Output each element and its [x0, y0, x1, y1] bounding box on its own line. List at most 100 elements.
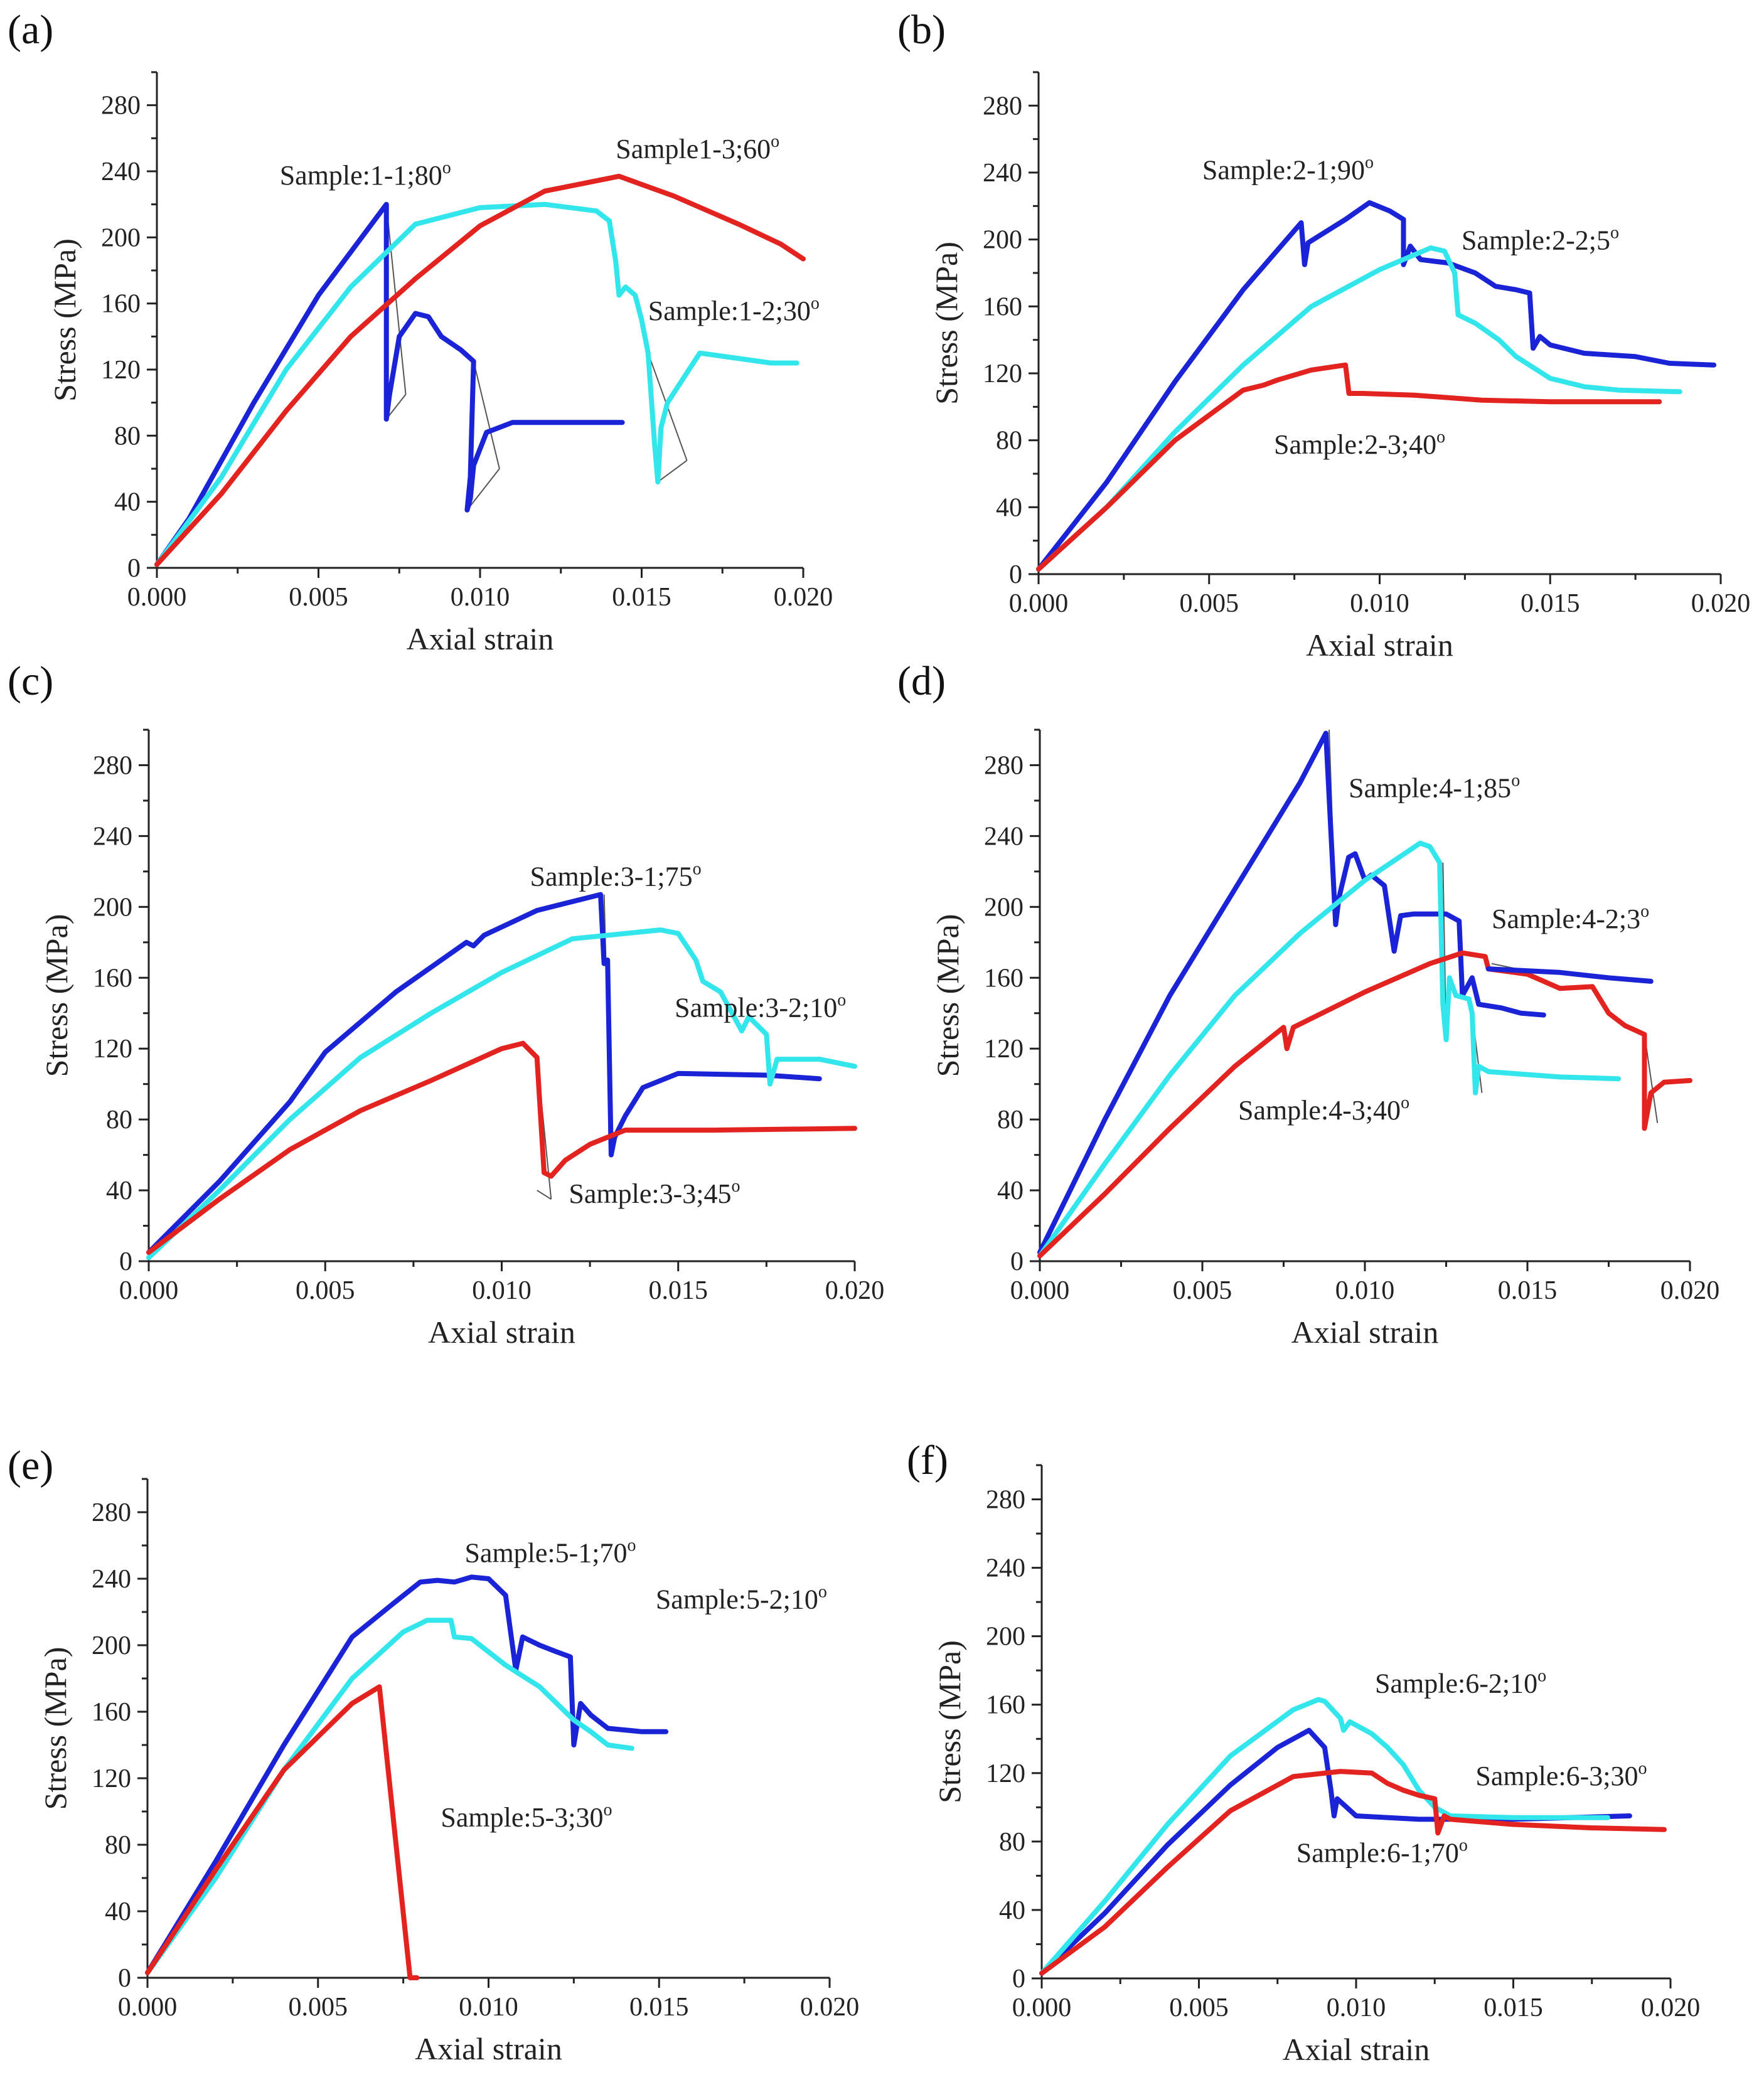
y-tick-label: 0 [127, 554, 141, 583]
degree-sup: o [1401, 1093, 1409, 1113]
y-tick-label: 280 [983, 92, 1022, 120]
series-line [154, 173, 806, 567]
x-tick-label: 0.000 [119, 1276, 179, 1305]
y-tick-label: 200 [92, 1631, 131, 1660]
y-tick-label: 240 [101, 157, 141, 186]
y-tick-label: 120 [986, 1759, 1025, 1788]
x-axis-title: Axial strain [428, 1315, 575, 1350]
y-tick-label: 80 [996, 427, 1022, 456]
series-annotation: Sample:6-3;30o [1475, 1759, 1647, 1791]
x-tick-label: 0.010 [459, 1993, 518, 2022]
y-tick-label: 80 [106, 1106, 132, 1134]
x-axis-title: Axial strain [1283, 2032, 1430, 2067]
panel-f: (f) 0.000 0.005 0.010 0.015 0.020 0 40 80 120 160… [882, 1355, 1764, 2097]
x-tick-label: 0.000 [127, 583, 187, 612]
series-line [1039, 1727, 1632, 1976]
y-tick-label: 40 [106, 1177, 132, 1205]
degree-sup: o [1459, 1836, 1468, 1855]
degree-sup: o [731, 1177, 740, 1196]
series-line [1037, 840, 1621, 1259]
y-tick-label: 40 [114, 488, 141, 517]
y-tick-label: 200 [986, 1623, 1025, 1651]
y-tick-label: 240 [986, 1554, 1025, 1583]
connector-line [466, 468, 500, 511]
y-tick-label: 0 [118, 1964, 131, 1993]
series-annotation: Sample:4-3;40o [1238, 1093, 1409, 1126]
degree-sup: o [811, 294, 820, 313]
y-tick-label: 240 [93, 822, 132, 851]
y-tick-label: 280 [92, 1498, 131, 1527]
y-tick-label: 0 [119, 1247, 132, 1276]
x-tick-label: 0.020 [1641, 1993, 1701, 2022]
series-line [1037, 730, 1546, 1255]
x-tick-label: 0.015 [1483, 1993, 1543, 2022]
y-tick-label: 0 [1010, 1247, 1024, 1276]
series-line [146, 892, 822, 1255]
series-annotation: Sample:3-3;45o [569, 1177, 740, 1209]
y-tick-label: 120 [92, 1764, 131, 1793]
x-tick-label: 0.020 [1691, 589, 1751, 618]
panel-letter: (c) [8, 658, 54, 704]
y-axis-title: Stress (MPa) [47, 238, 82, 402]
series-line [1036, 200, 1717, 572]
x-tick-label: 0.005 [1169, 1993, 1229, 2022]
degree-sup: o [628, 1536, 636, 1555]
y-tick-label: 40 [105, 1897, 131, 1926]
series-line [1039, 1769, 1667, 1976]
y-axis-title: Stress (MPa) [929, 242, 964, 405]
series-annotation: Sample:6-1;70o [1296, 1836, 1468, 1869]
series-line [146, 1040, 857, 1255]
chart-a: 0.000 0.005 0.010 0.015 0.020 0 40 80 120 160 200 2… [47, 71, 833, 656]
panel-a: (a) 0.000 0.005 0.010 0.015 0.020 0 40 80 120 160… [0, 0, 882, 665]
series-annotation: Sample:5-2;10o [656, 1582, 827, 1615]
y-tick-label: 120 [983, 360, 1022, 388]
degree-sup: o [693, 859, 702, 878]
series-annotation: Sample:2-3;40o [1274, 427, 1445, 460]
chart-f: 0.000 0.005 0.010 0.015 0.020 0 40 80 120 160 200 2… [932, 1464, 1701, 2067]
y-tick-label: 280 [101, 92, 141, 120]
series-line [1039, 1697, 1610, 1976]
degree-sup: o [1511, 771, 1520, 790]
y-tick-label: 0 [1012, 1965, 1025, 1993]
y-tick-label: 200 [984, 893, 1024, 922]
series-annotation: Sample:2-2;5o [1462, 223, 1619, 256]
degree-sup: o [771, 132, 779, 151]
x-axis-title: Axial strain [415, 2031, 562, 2066]
degree-sup: o [1638, 1759, 1647, 1778]
x-tick-label: 0.020 [774, 583, 833, 612]
series-line [154, 201, 799, 567]
x-tick-label: 0.005 [289, 583, 348, 612]
x-tick-label: 0.020 [1660, 1276, 1720, 1305]
series-line [145, 1574, 669, 1975]
y-tick-label: 120 [984, 1035, 1024, 1064]
connector-line [657, 460, 688, 483]
series-annotation: Sample:3-2;10o [675, 990, 846, 1023]
x-axis-title: Axial strain [1291, 1315, 1439, 1350]
y-tick-label: 160 [986, 1691, 1025, 1720]
x-tick-label: 0.010 [472, 1276, 532, 1305]
x-axis-title: Axial strain [407, 621, 554, 656]
degree-sup: o [837, 990, 846, 1010]
y-tick-label: 280 [93, 751, 132, 780]
chart-d: 0.000 0.005 0.010 0.015 0.020 0 40 80 120 160 200 2… [930, 728, 1720, 1350]
degree-sup: o [442, 158, 451, 178]
y-tick-label: 80 [997, 1106, 1024, 1134]
series-annotation: Sample:5-1;70o [464, 1536, 636, 1569]
y-tick-label: 120 [93, 1035, 132, 1064]
panel-e: (e) 0.000 0.005 0.010 0.015 0.020 0 40 80 120 160… [0, 1355, 882, 2097]
y-tick-label: 200 [983, 226, 1022, 255]
x-tick-label: 0.010 [1350, 589, 1409, 618]
x-tick-label: 0.010 [451, 583, 510, 612]
y-tick-label: 0 [1009, 560, 1022, 589]
x-tick-label: 0.015 [612, 583, 671, 612]
panel-letter: (d) [897, 658, 946, 704]
series-line [1036, 362, 1662, 572]
degree-sup: o [604, 1800, 612, 1820]
series-annotation: Sample:4-1;85o [1349, 771, 1520, 803]
x-tick-label: 0.005 [1173, 1276, 1232, 1305]
y-tick-label: 80 [105, 1831, 131, 1860]
x-tick-label: 0.000 [1010, 1276, 1070, 1305]
series-annotation: Sample:6-2;10o [1375, 1667, 1546, 1699]
y-tick-label: 280 [986, 1486, 1025, 1515]
x-tick-label: 0.000 [1009, 589, 1069, 618]
